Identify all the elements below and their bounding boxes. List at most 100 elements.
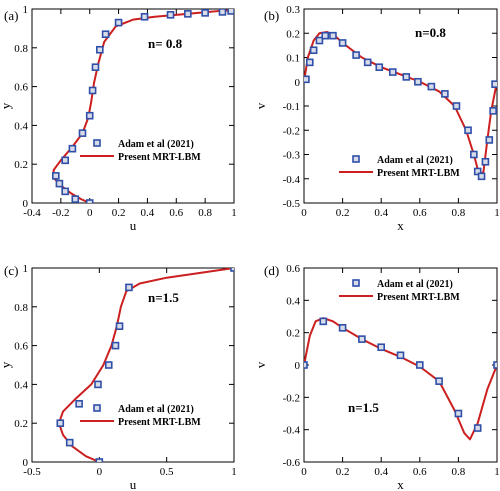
- x-tick-label: 1: [231, 207, 237, 219]
- data-point-adam-et-al: [71, 195, 80, 203]
- data-point-adam-et-al: [473, 167, 482, 176]
- y-tick-label: -0.4: [283, 174, 301, 186]
- series-area: [56, 268, 234, 462]
- data-point-adam-et-al: [309, 46, 318, 55]
- y-axis-title: y: [0, 361, 13, 368]
- x-axis-title: u: [130, 477, 137, 491]
- legend: Adam et al (2021) Present MRT-LBM: [339, 155, 460, 179]
- data-point-adam-et-al: [230, 268, 234, 272]
- legend-label: Present MRT-LBM: [118, 152, 201, 163]
- data-point-adam-et-al: [56, 419, 65, 428]
- y-tick-label: -0.2: [283, 125, 300, 137]
- x-axis-title: u: [130, 218, 137, 233]
- y-tick-label: 0.2: [14, 418, 28, 430]
- data-point-adam-et-al: [477, 172, 486, 181]
- y-tick-label: 0.1: [286, 53, 300, 65]
- data-point-adam-et-al: [65, 438, 74, 447]
- data-point-adam-et-al: [388, 68, 397, 76]
- legend-label: Present MRT-LBM: [377, 168, 460, 179]
- series-line-present-mrt-lbm: [57, 268, 234, 462]
- panel-1: 0 0.2 0.4 0.6 0.8 1 -0.5 -0.4 -0.3 -0.2 -0.1 0 0.1 0.…: [253, 4, 500, 233]
- x-tick-label: 1: [231, 466, 237, 478]
- data-point-adam-et-al: [470, 150, 478, 159]
- data-point-adam-et-al: [319, 317, 328, 326]
- data-point-adam-et-al: [111, 341, 120, 350]
- x-tick-label: 0.8: [198, 207, 212, 219]
- data-point-adam-et-al: [377, 343, 386, 352]
- annotation-text: n= 0.8: [148, 36, 183, 51]
- data-point-adam-et-al: [91, 63, 100, 71]
- data-point-adam-et-al: [115, 322, 124, 331]
- data-point-adam-et-al: [114, 18, 123, 27]
- panel-label: (c): [4, 263, 18, 278]
- series-line-present-mrt-lbm: [52, 9, 234, 203]
- legend-label: Present MRT-LBM: [118, 417, 201, 428]
- data-point-adam-et-al: [125, 283, 133, 292]
- y-tick-label: 0.2: [286, 328, 300, 340]
- x-tick-label: 0.4: [141, 207, 155, 219]
- legend-marker: [93, 139, 101, 147]
- data-point-adam-et-al: [61, 187, 69, 196]
- x-tick-label: 1: [494, 466, 500, 478]
- data-point-adam-et-al: [94, 380, 102, 389]
- data-point-adam-et-al: [85, 111, 94, 120]
- y-tick-label: 0.8: [14, 43, 28, 55]
- data-point-adam-et-al: [441, 90, 449, 98]
- data-point-adam-et-al: [452, 102, 461, 110]
- x-tick-label: 0.4: [374, 207, 388, 219]
- x-tick-label: 1: [494, 207, 500, 219]
- legend-label: Present MRT-LBM: [377, 292, 460, 303]
- y-axis-title: y: [0, 102, 13, 109]
- x-tick-label: 0: [97, 466, 103, 478]
- data-point-adam-et-al: [338, 324, 347, 332]
- y-tick-label: -0.2: [283, 392, 300, 404]
- panel-0: -0.4 -0.2 0 0.2 0.4 0.6 0.8 1 0 0.2 0.4 0.6 0.8 1 u y (a…: [0, 4, 237, 233]
- data-point-adam-et-al: [415, 361, 424, 369]
- data-point-adam-et-al: [95, 458, 104, 462]
- data-point-adam-et-al: [96, 45, 104, 54]
- panel-label: (a): [4, 8, 18, 23]
- y-tick-label: 0.4: [14, 120, 28, 132]
- series-area: [52, 9, 234, 203]
- data-point-adam-et-al: [473, 424, 482, 432]
- data-point-adam-et-al: [304, 361, 308, 369]
- data-point-adam-et-al: [184, 10, 192, 18]
- y-tick-label: 0.6: [14, 82, 28, 94]
- legend-marker: [93, 404, 101, 412]
- x-tick-label: 0: [301, 207, 307, 219]
- x-axis-title: x: [397, 477, 404, 491]
- plot-frame: [31, 8, 235, 204]
- y-tick-label: 0.8: [14, 302, 28, 314]
- y-tick-label: 1: [23, 4, 29, 16]
- data-point-adam-et-al: [101, 30, 110, 39]
- y-tick-label: 1: [23, 263, 29, 275]
- data-point-adam-et-al: [375, 63, 384, 71]
- data-point-adam-et-al: [491, 80, 497, 88]
- legend: Adam et al (2021) Present MRT-LBM: [339, 279, 460, 303]
- legend-marker: [352, 155, 360, 163]
- y-tick-label: 0.2: [286, 28, 300, 40]
- data-point-adam-et-al: [52, 172, 60, 180]
- data-point-adam-et-al: [75, 399, 83, 408]
- legend: Adam et al (2021) Present MRT-LBM: [80, 139, 201, 163]
- x-tick-label: 0: [301, 466, 307, 478]
- y-tick-label: 0: [23, 198, 29, 210]
- data-point-adam-et-al: [435, 377, 443, 385]
- x-tick-label: 0.8: [452, 207, 466, 219]
- series-area: [304, 31, 497, 181]
- x-tick-label: -0.5: [23, 466, 41, 478]
- plot-frame: [31, 267, 235, 463]
- legend: Adam et al (2021) Present MRT-LBM: [80, 404, 201, 428]
- data-point-adam-et-al: [402, 73, 411, 81]
- data-point-adam-et-al: [55, 179, 64, 188]
- y-tick-label: 0.4: [286, 295, 300, 307]
- data-point-adam-et-al: [305, 58, 314, 67]
- x-tick-label: -0.4: [23, 207, 41, 219]
- data-point-adam-et-al: [85, 199, 94, 203]
- y-tick-label: -0.6: [283, 457, 301, 469]
- x-tick-label: 0.6: [413, 466, 427, 478]
- data-point-adam-et-al: [493, 361, 497, 369]
- panel-3: 0 0.2 0.4 0.6 0.8 1 -0.6 -0.4 -0.2 0 0.2 0.4 0.6 x v (d…: [253, 263, 500, 491]
- x-tick-label: 0.8: [452, 466, 466, 478]
